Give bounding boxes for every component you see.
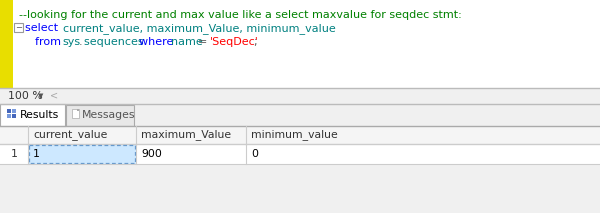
FancyBboxPatch shape <box>0 104 600 126</box>
Text: 1: 1 <box>11 149 17 159</box>
FancyBboxPatch shape <box>12 109 16 113</box>
FancyBboxPatch shape <box>0 0 13 88</box>
FancyBboxPatch shape <box>28 144 136 164</box>
Text: 100 %: 100 % <box>8 91 43 101</box>
Text: maximum_Value: maximum_Value <box>141 130 231 140</box>
Text: where: where <box>139 37 176 47</box>
Text: name: name <box>171 37 206 47</box>
Text: minimum_value: minimum_value <box>251 130 338 140</box>
Text: sequences: sequences <box>84 37 147 47</box>
Text: =: = <box>199 37 211 47</box>
Text: Messages: Messages <box>82 110 136 120</box>
Text: select: select <box>25 23 62 33</box>
FancyBboxPatch shape <box>7 114 11 118</box>
Text: current_value: current_value <box>33 130 107 140</box>
FancyBboxPatch shape <box>0 88 600 104</box>
Text: 1: 1 <box>33 149 40 159</box>
Text: current_value, maximum_Value, minimum_value: current_value, maximum_Value, minimum_va… <box>63 23 336 34</box>
Text: ;: ; <box>253 37 257 47</box>
Text: sys: sys <box>62 37 80 47</box>
FancyBboxPatch shape <box>72 109 79 118</box>
Text: −: − <box>15 23 22 32</box>
FancyBboxPatch shape <box>0 0 600 88</box>
Text: ▼: ▼ <box>38 93 43 99</box>
FancyBboxPatch shape <box>77 109 79 111</box>
FancyBboxPatch shape <box>0 144 600 164</box>
FancyBboxPatch shape <box>66 105 134 126</box>
Text: Results: Results <box>20 110 59 120</box>
FancyBboxPatch shape <box>7 109 11 113</box>
FancyBboxPatch shape <box>246 144 354 164</box>
FancyBboxPatch shape <box>136 144 246 164</box>
Text: .: . <box>79 37 82 47</box>
FancyBboxPatch shape <box>12 114 16 118</box>
FancyBboxPatch shape <box>0 104 65 126</box>
FancyBboxPatch shape <box>14 23 23 32</box>
FancyBboxPatch shape <box>0 126 600 144</box>
Text: 0: 0 <box>251 149 258 159</box>
Text: 900: 900 <box>141 149 162 159</box>
Text: 'SeqDec': 'SeqDec' <box>209 37 258 47</box>
Text: --looking for the current and max value like a select maxvalue for seqdec stmt:: --looking for the current and max value … <box>19 10 462 20</box>
Text: <: < <box>50 91 58 101</box>
Text: from: from <box>35 37 65 47</box>
